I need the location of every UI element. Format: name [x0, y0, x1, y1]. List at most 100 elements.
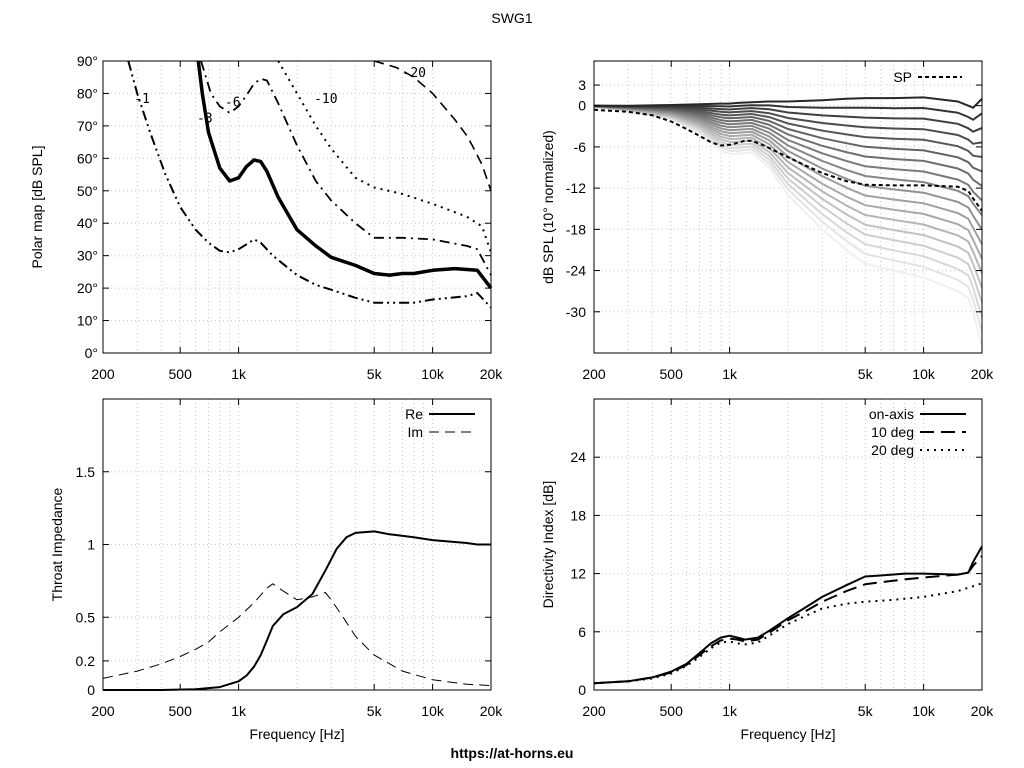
x-tick-label: 20k [971, 703, 995, 719]
polar-angle-curve [593, 105, 983, 158]
y-tick-label: -18 [566, 221, 586, 237]
y-tick-label: 1.5 [76, 464, 96, 480]
x-tick-label: 200 [582, 703, 606, 719]
x-tick-label: 1k [231, 366, 247, 382]
plot-frame [593, 60, 983, 354]
y-tick-label: 24 [570, 449, 586, 465]
x-tick-label: 10k [421, 703, 445, 719]
contour-label: -3 [197, 112, 213, 127]
x-tick-label: 200 [91, 366, 115, 382]
x-tick-label: 200 [582, 366, 606, 382]
x-tick-label: 5k [367, 366, 383, 382]
y-tick-label: 0° [85, 345, 98, 361]
polar-angle-curve [593, 105, 983, 303]
y-tick-label: 0 [578, 98, 586, 114]
plot-frame [593, 398, 983, 691]
x-tick-label: 1k [722, 703, 738, 719]
x-tick-label: 500 [169, 366, 193, 382]
polar-map-panel: -1 -3 -6 -10 -20 200 500 1k 5k 10k 20k 0° 10° 20° 30° 4… [29, 53, 503, 382]
legend-label: Im [407, 424, 423, 440]
y-tick-label: 40° [77, 215, 98, 231]
x-tick-label: 500 [660, 703, 684, 719]
polar-angle-curve [593, 104, 983, 145]
contour-line [277, 60, 492, 253]
x-tick-label: 500 [660, 366, 684, 382]
contour-label: -6 [225, 95, 241, 110]
polar-angle-curve [594, 96, 983, 109]
y-tick-label: 1 [87, 537, 95, 553]
series-line [593, 582, 983, 685]
polar-angle-curve [593, 105, 983, 318]
polar-angle-curve [593, 105, 983, 202]
polar-angle-curve [593, 105, 983, 274]
series-line [102, 583, 492, 687]
y-tick-label: 20° [77, 280, 98, 296]
legend-label: Re [405, 406, 423, 422]
polar-angle-curve [593, 106, 983, 347]
y-axis-label: dB SPL (10° normalized) [540, 130, 556, 284]
x-tick-label: 10k [912, 366, 936, 382]
polar-angle-curve [593, 104, 983, 133]
grid [103, 399, 491, 691]
x-tick-label: 10k [421, 366, 445, 382]
contour-label: -20 [403, 66, 426, 81]
spl-normalized-panel: SP 200 500 1k 5k 10k 20k 3 0 -6 -12 -18 -24 -30 dB SPL… [540, 60, 995, 382]
contour-label: -10 [314, 92, 337, 107]
y-axis-label: Throat Impedance [49, 487, 65, 601]
y-tick-label: 0.2 [76, 653, 96, 669]
x-tick-label: 10k [912, 703, 936, 719]
x-tick-label: 5k [858, 366, 874, 382]
grid [594, 399, 982, 691]
footer-url: https://at-horns.eu [451, 745, 574, 761]
series-line [103, 530, 491, 691]
x-tick-label: 5k [858, 703, 874, 719]
directivity-index-panel: on-axis 10 deg 20 deg 200 500 1k 5k 10k 20k 0 6 12 1… [540, 398, 995, 742]
y-tick-label: 6 [578, 624, 586, 640]
x-tick-label: 1k [231, 703, 247, 719]
polar-angle-curve [593, 105, 983, 173]
y-axis-label: Polar map [dB SPL] [29, 146, 45, 269]
x-tick-label: 5k [367, 703, 383, 719]
y-tick-label: -30 [566, 304, 586, 320]
y-tick-label: 0 [578, 682, 586, 698]
polar-angle-curve [593, 105, 983, 216]
series-line [593, 555, 983, 685]
polar-angle-curve [593, 105, 983, 260]
contour-line [373, 60, 492, 192]
x-axis-label: Frequency [Hz] [250, 726, 345, 742]
contour-line [200, 60, 492, 276]
grid [103, 60, 491, 354]
x-tick-label: 200 [91, 703, 115, 719]
y-tick-label: -24 [566, 263, 586, 279]
contour-line [127, 60, 492, 309]
sp-curve [593, 108, 983, 212]
y-tick-label: 30° [77, 248, 98, 264]
plot-frame [102, 398, 492, 691]
y-tick-label: 60° [77, 150, 98, 166]
series-line [593, 545, 983, 685]
y-tick-label: -12 [566, 180, 586, 196]
y-tick-label: 10° [77, 313, 98, 329]
contour-line [196, 60, 493, 290]
y-tick-label: 0.5 [76, 609, 96, 625]
y-tick-label: 0 [87, 682, 95, 698]
x-tick-label: 20k [971, 366, 995, 382]
y-axis-label: Directivity Index [dB] [540, 481, 556, 609]
contour-label: -1 [134, 92, 150, 107]
figure-title: SWG1 [491, 10, 532, 26]
x-tick-label: 20k [480, 703, 504, 719]
y-tick-label: 70° [77, 118, 98, 134]
plot-frame [102, 60, 492, 354]
y-tick-label: 18 [570, 507, 586, 523]
throat-impedance-panel: Re Im 200 500 1k 5k 10k 20k 0 0.2 0.5 1 1.5 Throat Im… [49, 398, 504, 742]
polar-angle-curve [593, 104, 983, 121]
y-tick-label: 3 [578, 77, 586, 93]
polar-angle-curve [593, 105, 983, 231]
y-tick-label: 12 [570, 566, 586, 582]
polar-angle-curve [593, 105, 983, 187]
legend-label-sp: SP [893, 69, 912, 85]
y-tick-label: -6 [574, 139, 587, 155]
x-tick-label: 1k [722, 366, 738, 382]
polar-angle-curve [593, 106, 983, 332]
